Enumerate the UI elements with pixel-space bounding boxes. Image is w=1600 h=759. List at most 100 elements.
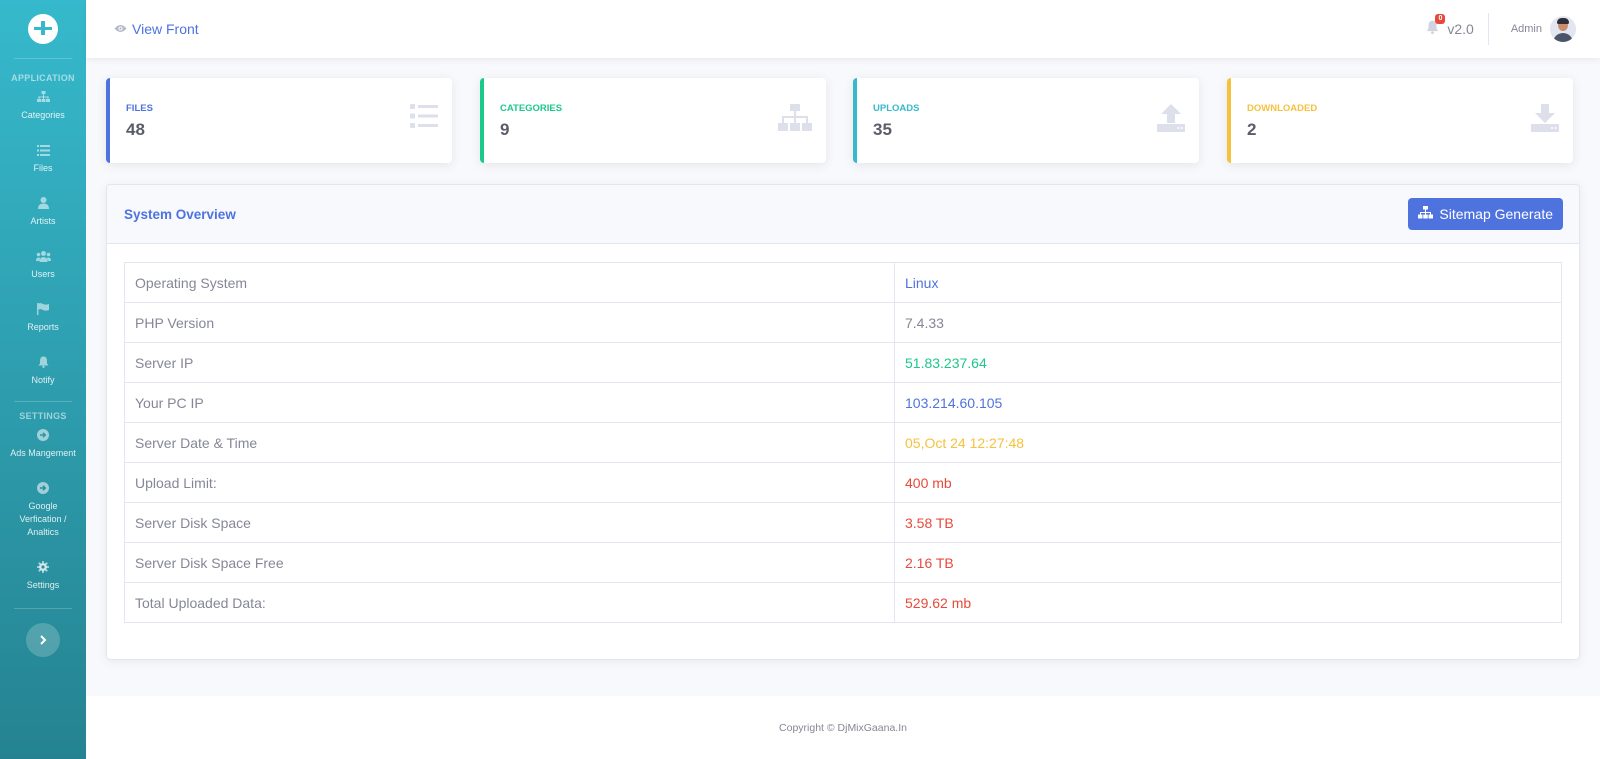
sidebar-item-label: Artists: [30, 216, 56, 226]
sidebar-item-label: Ads Mangement: [10, 448, 76, 458]
topbar: View Front 0 v2.0 Admin: [86, 0, 1600, 58]
stat-card-downloaded[interactable]: DOWNLOADED 2: [1227, 78, 1573, 163]
info-value: 7.4.33: [894, 302, 1562, 343]
dashboard-gauge-icon[interactable]: [28, 14, 58, 44]
stat-label: FILES: [126, 103, 153, 114]
sidebar-item-label: Users: [31, 269, 55, 279]
version-label: v2.0: [1447, 21, 1474, 37]
stat-card-files[interactable]: FILES 48: [106, 78, 452, 163]
sidebar-item-label: Notify: [31, 375, 55, 385]
view-front-link[interactable]: View Front: [114, 21, 199, 37]
sidebar-item-categories[interactable]: Categories: [0, 91, 86, 122]
info-key: Total Uploaded Data:: [124, 582, 895, 623]
arrow-circle-right-icon: [37, 482, 49, 497]
table-row: Server Date & Time 05,Oct 24 12:27:48: [124, 422, 1562, 463]
stat-label: CATEGORIES: [500, 103, 563, 114]
sitemap-icon: [1418, 206, 1434, 222]
sitemap-icon: [36, 91, 50, 106]
table-row: Server IP 51.83.237.64: [124, 342, 1562, 383]
list-icon: [410, 104, 438, 133]
sidebar-item-users[interactable]: Users: [0, 250, 86, 281]
stat-value: 2: [1247, 120, 1257, 139]
stat-label: DOWNLOADED: [1247, 103, 1318, 114]
table-row: Upload Limit: 400 mb: [124, 462, 1562, 503]
users-icon: [35, 250, 51, 265]
sidebar-heading-application: APPLICATION: [11, 73, 75, 83]
sidebar: APPLICATION Categories Files Artists Use…: [0, 0, 86, 759]
info-value: 103.214.60.105: [894, 382, 1562, 423]
info-value: 529.62 mb: [894, 582, 1562, 623]
stat-card-uploads[interactable]: UPLOADS 35: [853, 78, 1199, 163]
table-row: Total Uploaded Data: 529.62 mb: [124, 582, 1562, 623]
stat-value: 35: [873, 120, 892, 139]
sidebar-heading-settings: SETTINGS: [19, 411, 67, 421]
chevron-right-icon: [39, 632, 47, 648]
info-key: Your PC IP: [124, 382, 895, 423]
panel-title: System Overview: [124, 206, 236, 222]
sidebar-item-label: Reports: [27, 322, 59, 332]
bell-icon: [38, 356, 49, 371]
sidebar-item-files[interactable]: Files: [0, 144, 86, 175]
info-value: 3.58 TB: [894, 502, 1562, 543]
notifications-button[interactable]: 0: [1426, 14, 1446, 38]
avatar[interactable]: [1550, 16, 1576, 42]
gear-icon: [37, 561, 49, 576]
list-icon: [36, 144, 50, 159]
topbar-divider: [1487, 13, 1489, 45]
table-row: Server Disk Space Free 2.16 TB: [124, 542, 1562, 583]
stat-label: UPLOADS: [873, 103, 920, 114]
sidebar-item-google-verification[interactable]: Google Verfication / Analtics: [0, 482, 86, 539]
sitemap-generate-button[interactable]: Sitemap Generate: [1408, 198, 1563, 230]
topbar-right: 0 v2.0 Admin: [1426, 0, 1600, 58]
download-icon: [1531, 104, 1559, 137]
user-icon: [37, 197, 49, 212]
sidebar-item-label: Categories: [21, 110, 65, 120]
table-row: Operating System Linux: [124, 262, 1562, 303]
info-key: Server Disk Space: [124, 502, 895, 543]
sidebar-divider: [14, 58, 72, 59]
info-value: 400 mb: [894, 462, 1562, 503]
sidebar-item-reports[interactable]: Reports: [0, 303, 86, 334]
table-row: Server Disk Space 3.58 TB: [124, 502, 1562, 543]
info-key: Upload Limit:: [124, 462, 895, 503]
flag-icon: [37, 303, 49, 318]
info-value: 2.16 TB: [894, 542, 1562, 583]
stat-value: 48: [126, 120, 145, 139]
system-info-table: Operating System Linux PHP Version 7.4.3…: [124, 262, 1562, 623]
brand[interactable]: [0, 0, 86, 58]
info-value: Linux: [894, 262, 1562, 303]
footer: Copyright © DjMixGaana.In: [86, 696, 1600, 759]
notification-badge: 0: [1435, 14, 1446, 24]
sitemap-generate-label: Sitemap Generate: [1439, 206, 1553, 222]
info-key: PHP Version: [124, 302, 895, 343]
sidebar-item-label: Files: [33, 163, 53, 173]
info-key: Operating System: [124, 262, 895, 303]
sidebar-item-notify[interactable]: Notify: [0, 356, 86, 387]
table-row: Your PC IP 103.214.60.105: [124, 382, 1562, 423]
eye-icon: [114, 22, 127, 36]
table-row: PHP Version 7.4.33: [124, 302, 1562, 343]
sidebar-item-label: Google Verfication / Analtics: [19, 501, 67, 537]
arrow-circle-right-icon: [37, 429, 49, 444]
copyright-text: Copyright © DjMixGaana.In: [779, 721, 907, 734]
info-key: Server IP: [124, 342, 895, 383]
upload-icon: [1157, 104, 1185, 137]
info-value: 05,Oct 24 12:27:48: [894, 422, 1562, 463]
panel-header: System Overview Sitemap Generate: [107, 185, 1579, 244]
sidebar-item-settings[interactable]: Settings: [0, 561, 86, 592]
stat-value: 9: [500, 120, 510, 139]
stat-card-categories[interactable]: CATEGORIES 9: [480, 78, 826, 163]
info-key: Server Date & Time: [124, 422, 895, 463]
info-key: Server Disk Space Free: [124, 542, 895, 583]
system-overview-panel: System Overview Sitemap Generate Operati…: [106, 184, 1580, 660]
sidebar-item-ads-management[interactable]: Ads Mangement: [0, 429, 86, 460]
sidebar-divider: [14, 608, 72, 609]
info-value: 51.83.237.64: [894, 342, 1562, 383]
sitemap-icon: [778, 104, 812, 137]
sidebar-item-artists[interactable]: Artists: [0, 197, 86, 228]
sidebar-item-label: Settings: [26, 580, 60, 590]
view-front-label: View Front: [132, 21, 199, 37]
sidebar-toggle-button[interactable]: [26, 623, 60, 657]
sidebar-divider: [14, 401, 72, 402]
user-name[interactable]: Admin: [1510, 23, 1542, 35]
